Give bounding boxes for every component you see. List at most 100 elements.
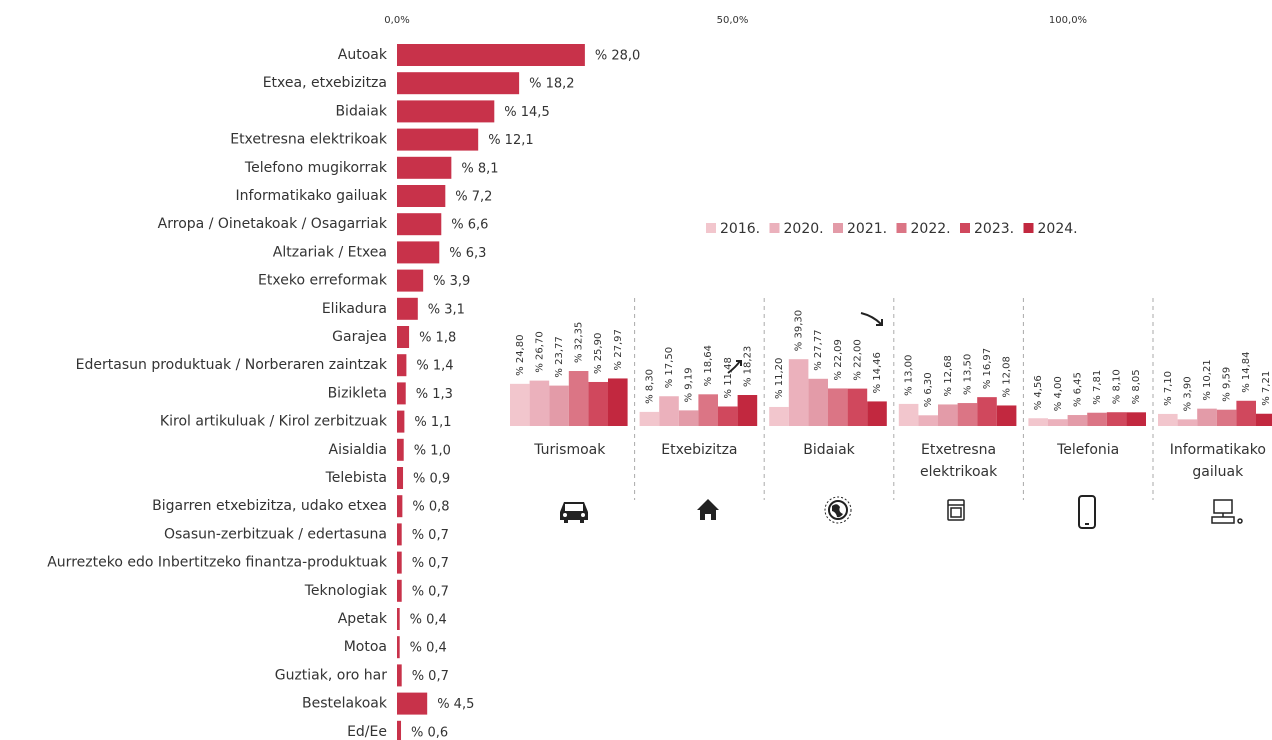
bar: [397, 185, 446, 207]
bar: [1106, 412, 1127, 426]
bar: [397, 354, 407, 377]
value-label: % 16,97: [982, 348, 993, 389]
value-label: % 22,00: [852, 339, 863, 380]
x-tick-label: 0,0%: [384, 15, 409, 26]
value-label: % 8,1: [461, 161, 498, 176]
bar: [1067, 415, 1088, 426]
globe-icon: [824, 496, 852, 524]
bar: [828, 388, 848, 426]
value-label: % 18,64: [703, 345, 714, 386]
value-label: % 18,2: [529, 77, 574, 92]
bar: [397, 269, 424, 292]
category-label: Motoa: [344, 639, 387, 655]
bar: [1087, 412, 1107, 426]
bar: [1256, 413, 1272, 426]
value-label: % 6,45: [1072, 372, 1083, 407]
bar: [397, 297, 418, 320]
legend-swatch: [833, 223, 843, 233]
category-label: Kirol artikuluak / Kirol zerbitzuak: [160, 414, 388, 430]
value-label: % 0,6: [411, 725, 448, 740]
value-label: % 23,77: [554, 336, 565, 377]
value-label: % 0,7: [412, 669, 449, 684]
bar: [608, 378, 628, 426]
value-label: % 7,81: [1092, 370, 1103, 405]
legend-label: 2016.: [720, 221, 760, 237]
car-icon: [560, 502, 588, 523]
legend-label: 2024.: [1038, 221, 1078, 237]
bar: [397, 44, 585, 66]
value-label: % 11,48: [723, 357, 734, 398]
value-label: % 0,9: [413, 472, 450, 487]
category-label: Etxebizitza: [661, 442, 738, 458]
value-label: % 26,70: [534, 331, 545, 372]
bar: [397, 523, 402, 546]
house-icon: [697, 499, 719, 520]
value-label: % 10,21: [1202, 359, 1213, 400]
value-label: % 8,05: [1131, 369, 1142, 404]
value-label: % 1,3: [416, 387, 453, 402]
value-label: % 24,80: [515, 335, 526, 376]
value-label: % 28,0: [595, 49, 640, 64]
computer-icon: [1211, 499, 1243, 524]
bar: [510, 383, 530, 426]
trend-arrows: [727, 312, 883, 374]
value-label: % 0,4: [410, 641, 447, 656]
bar: [397, 438, 404, 461]
bar: [957, 403, 978, 426]
bar: [588, 381, 608, 426]
bar: [1197, 408, 1217, 426]
bar: [397, 608, 400, 630]
bar: [698, 394, 718, 426]
category-label: Turismoak: [534, 442, 606, 458]
bar: [1216, 409, 1237, 426]
bar: [847, 388, 868, 426]
bar: [568, 371, 589, 426]
value-label: % 4,5: [437, 697, 474, 712]
bar: [397, 579, 402, 602]
bar: [1048, 419, 1068, 426]
value-label: % 22,09: [833, 339, 844, 380]
value-label: % 7,2: [455, 190, 492, 205]
category-label: Telefonia: [1057, 442, 1120, 458]
bar: [977, 397, 997, 426]
value-label: % 39,30: [794, 310, 805, 351]
bar: [397, 467, 404, 489]
legend-swatch: [769, 223, 780, 233]
legend-swatch: [706, 223, 716, 233]
legend-label: 2021.: [847, 221, 887, 237]
value-label: % 6,6: [451, 218, 488, 233]
value-label: % 4,56: [1033, 375, 1044, 410]
category-label: Garajea: [332, 329, 387, 345]
value-label: % 1,4: [416, 359, 453, 374]
value-label: % 0,7: [412, 556, 449, 571]
category-label: Edertasun produktuak / Norberaren zaintz…: [76, 357, 388, 373]
bar: [397, 495, 403, 518]
bar: [769, 406, 789, 426]
bar: [397, 241, 440, 264]
value-label: % 1,0: [414, 443, 451, 458]
bar: [1028, 418, 1048, 426]
bar: [938, 404, 958, 426]
bar: [718, 406, 738, 426]
bar: [397, 72, 520, 95]
category-label: Elikadura: [322, 301, 387, 317]
phone-icon: [1078, 495, 1096, 529]
value-label: % 13,00: [904, 355, 915, 396]
bar: [397, 636, 400, 659]
bar: [867, 401, 887, 426]
bar: [397, 100, 495, 123]
value-label: % 12,1: [488, 133, 533, 148]
bar: [898, 403, 919, 426]
value-label: % 1,8: [419, 331, 456, 346]
category-label: Etxea, etxebizitza: [263, 75, 387, 91]
bar: [397, 551, 402, 574]
bar: [659, 396, 679, 426]
value-label: % 3,1: [428, 302, 465, 317]
category-label: Autoak: [338, 47, 388, 63]
category-label: Ed/Ee: [347, 724, 387, 740]
category-label: Aurrezteko edo Inbertitzeko finantza-pro…: [47, 555, 388, 571]
value-label: % 8,10: [1112, 369, 1123, 404]
bar: [397, 156, 452, 179]
value-label: % 14,5: [504, 105, 549, 120]
category-label: Etxetresna elektrikoak: [230, 132, 388, 148]
